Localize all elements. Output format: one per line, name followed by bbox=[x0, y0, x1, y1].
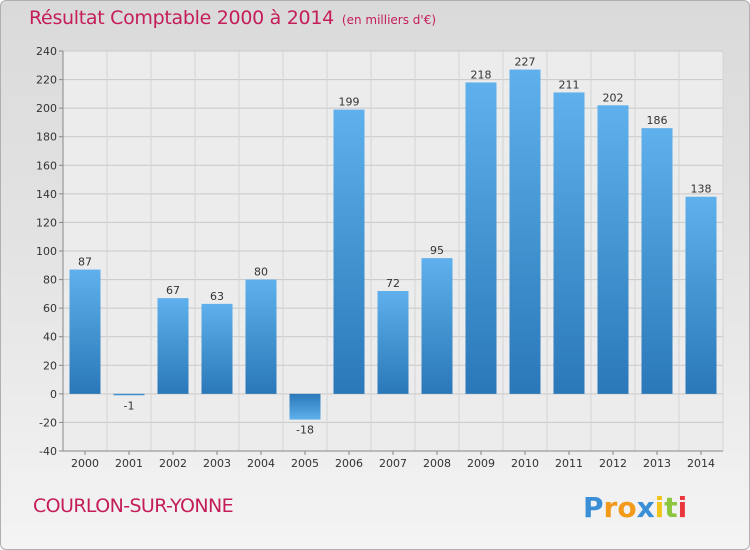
logo-letter: x bbox=[637, 491, 655, 524]
logo-letter: r bbox=[604, 491, 618, 524]
bar-2014 bbox=[685, 196, 717, 394]
logo-letter: t bbox=[664, 491, 677, 524]
bar-2012 bbox=[597, 105, 629, 394]
y-tick-label: 200 bbox=[36, 102, 57, 115]
bar-2004 bbox=[245, 279, 277, 394]
data-label-2002: 67 bbox=[166, 284, 180, 297]
data-label-2006: 199 bbox=[339, 96, 360, 109]
x-tick-label: 2000 bbox=[71, 457, 99, 470]
x-tick-label: 2006 bbox=[335, 457, 363, 470]
x-tick-label: 2009 bbox=[467, 457, 495, 470]
x-tick-label: 2013 bbox=[643, 457, 671, 470]
title-text: Résultat Comptable 2000 à 2014 bbox=[29, 7, 334, 29]
x-tick-label: 2005 bbox=[291, 457, 319, 470]
x-tick-label: 2011 bbox=[555, 457, 583, 470]
bar-2003 bbox=[201, 303, 233, 394]
y-tick-label: 20 bbox=[43, 359, 57, 372]
bar-2009 bbox=[465, 82, 497, 394]
x-tick-label: 2007 bbox=[379, 457, 407, 470]
data-label-2011: 211 bbox=[559, 78, 580, 91]
logo-letter: i bbox=[678, 491, 688, 524]
data-label-2008: 95 bbox=[430, 244, 444, 257]
y-tick-label: 100 bbox=[36, 245, 57, 258]
x-tick-label: 2008 bbox=[423, 457, 451, 470]
y-tick-label: 120 bbox=[36, 216, 57, 229]
bar-2007 bbox=[377, 291, 409, 394]
y-tick-label: 40 bbox=[43, 331, 57, 344]
data-label-2013: 186 bbox=[647, 114, 668, 127]
data-label-2014: 138 bbox=[691, 183, 712, 196]
chart-title: Résultat Comptable 2000 à 2014 (en millie… bbox=[29, 7, 436, 29]
proxiti-logo: Proxiti bbox=[583, 491, 687, 524]
x-tick-label: 2010 bbox=[511, 457, 539, 470]
y-tick-label: 160 bbox=[36, 159, 57, 172]
data-label-2000: 87 bbox=[78, 256, 92, 269]
bar-2000 bbox=[69, 269, 101, 394]
bar-2005 bbox=[289, 393, 321, 420]
bar-2010 bbox=[509, 69, 541, 394]
y-tick-label: 220 bbox=[36, 74, 57, 87]
x-tick-label: 2004 bbox=[247, 457, 275, 470]
location-name: COURLON-SUR-YONNE bbox=[33, 495, 234, 517]
x-tick-label: 2003 bbox=[203, 457, 231, 470]
logo-letter: i bbox=[655, 491, 665, 524]
y-tick-label: -40 bbox=[39, 445, 57, 458]
axis-layer: -40 -20 0 20 40 60 80 100 120 140 160 180 200 220 240 2… bbox=[36, 45, 723, 470]
data-label-2001: -1 bbox=[124, 399, 135, 412]
data-label-2010: 227 bbox=[515, 56, 536, 69]
bar-layer: 87 -1 67 63 80 -18 199 72 95 218 227 211 202 186 138 bbox=[69, 56, 717, 437]
data-label-2012: 202 bbox=[603, 91, 624, 104]
y-tick-label: 240 bbox=[36, 45, 57, 58]
y-tick-label: 80 bbox=[43, 274, 57, 287]
logo-letter: o bbox=[617, 491, 636, 524]
bar-2008 bbox=[421, 258, 453, 394]
chart-subtitle: (en milliers d'€) bbox=[341, 13, 437, 27]
y-tick-label: 60 bbox=[43, 302, 57, 315]
bar-2001 bbox=[113, 393, 145, 396]
y-tick-label: 0 bbox=[50, 388, 57, 401]
bar-2011 bbox=[553, 92, 585, 394]
data-label-2004: 80 bbox=[254, 266, 268, 279]
x-tick-label: 2014 bbox=[687, 457, 715, 470]
logo-letter: P bbox=[583, 491, 604, 524]
x-tick-label: 2012 bbox=[599, 457, 627, 470]
data-label-2009: 218 bbox=[471, 68, 492, 81]
y-tick-label: 180 bbox=[36, 131, 57, 144]
x-tick-label: 2001 bbox=[115, 457, 143, 470]
data-label-2005: -18 bbox=[296, 424, 314, 437]
y-tick-label: -20 bbox=[39, 416, 57, 429]
data-label-2003: 63 bbox=[210, 290, 224, 303]
y-tick-label: 140 bbox=[36, 188, 57, 201]
data-label-2007: 72 bbox=[386, 277, 400, 290]
bar-2006 bbox=[333, 109, 365, 394]
x-tick-label: 2002 bbox=[159, 457, 187, 470]
svg-text:Proxiti: Proxiti bbox=[583, 491, 687, 524]
bar-2002 bbox=[157, 298, 189, 394]
bar-2013 bbox=[641, 128, 673, 394]
